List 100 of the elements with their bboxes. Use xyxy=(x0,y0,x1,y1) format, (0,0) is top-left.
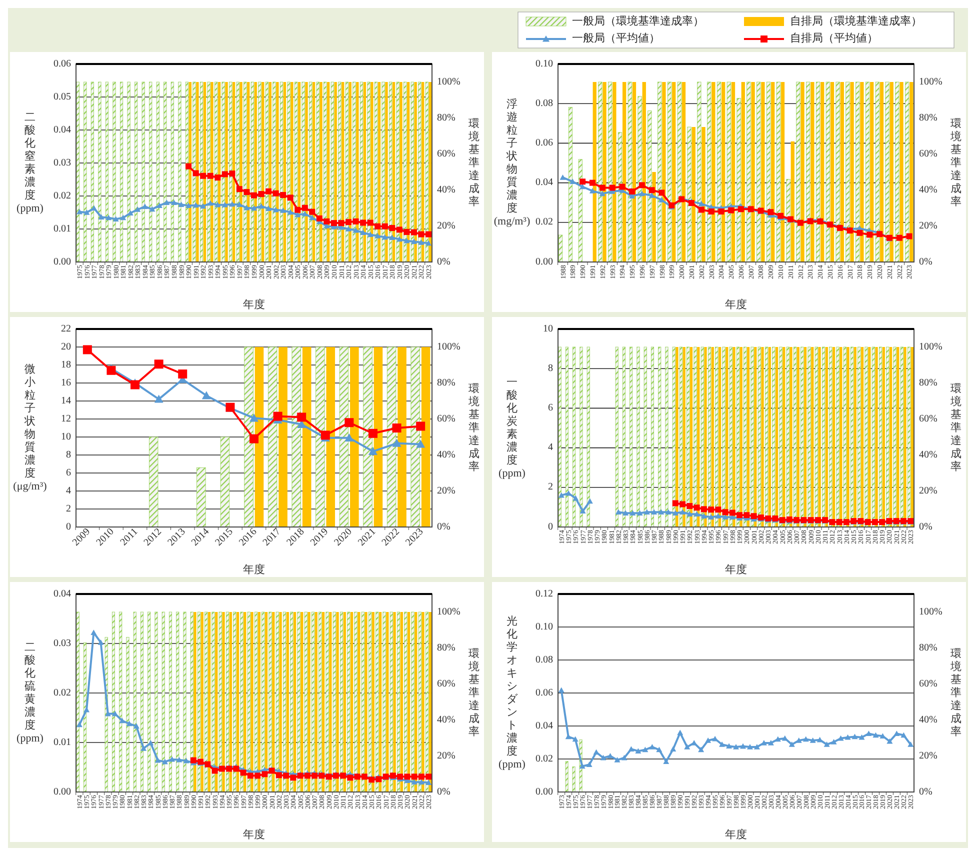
y-tick-label: 0.02 xyxy=(54,687,71,698)
point xyxy=(663,758,670,764)
x-tick-label: 2011 xyxy=(118,526,140,548)
point xyxy=(718,208,724,215)
point xyxy=(247,772,254,779)
point xyxy=(360,230,366,236)
y-tick-label: 0.02 xyxy=(54,190,71,202)
y-tick-label: 0 xyxy=(548,521,553,532)
point xyxy=(589,180,596,186)
bar xyxy=(386,346,396,528)
bar xyxy=(780,82,785,262)
bar xyxy=(220,436,230,528)
point xyxy=(376,776,382,782)
point xyxy=(708,208,714,215)
bar xyxy=(910,82,914,262)
bar xyxy=(229,612,232,792)
y2-axis-title: 環境基準達成率 xyxy=(950,648,962,738)
point xyxy=(76,722,82,728)
y2-tick-label: 60% xyxy=(919,678,938,690)
bar xyxy=(390,612,393,792)
y-tick-label: 12 xyxy=(61,413,71,424)
bar xyxy=(722,82,726,262)
y-tick-label: 10 xyxy=(543,323,553,334)
point xyxy=(236,202,242,207)
bar xyxy=(885,82,890,262)
x-axis-title: 年度 xyxy=(725,298,747,311)
y-tick-label: 0.06 xyxy=(54,58,71,70)
bar xyxy=(418,612,422,792)
y2-tick-label: 20% xyxy=(437,750,456,762)
point xyxy=(644,509,650,515)
bar xyxy=(374,347,383,527)
y2-tick-label: 100% xyxy=(437,606,460,618)
bar xyxy=(258,612,260,792)
bar xyxy=(632,82,636,262)
y2-tick-label: 20% xyxy=(437,220,456,232)
bar xyxy=(262,612,265,792)
y2-tick-label: 40% xyxy=(437,449,456,460)
y2-tick-label: 40% xyxy=(437,714,456,726)
point xyxy=(729,510,736,516)
legend-label: 自排局（環境基準達成率） xyxy=(790,14,922,28)
point xyxy=(273,412,282,421)
point xyxy=(686,503,693,510)
y-tick-label: 0.06 xyxy=(536,137,553,148)
point xyxy=(830,739,837,744)
y-tick-label: 6 xyxy=(548,402,553,414)
point xyxy=(886,738,893,744)
bar xyxy=(278,347,288,527)
y-tick-label: 0.04 xyxy=(536,177,553,188)
point xyxy=(254,772,261,779)
bar xyxy=(293,612,296,792)
point xyxy=(382,234,388,240)
point xyxy=(126,720,132,726)
bar xyxy=(612,82,616,262)
point xyxy=(852,734,858,740)
point xyxy=(572,736,578,742)
point xyxy=(178,202,184,207)
point xyxy=(908,741,914,747)
bar xyxy=(602,82,606,262)
bar xyxy=(196,467,206,528)
point xyxy=(368,446,378,455)
point xyxy=(154,757,161,763)
point xyxy=(396,226,402,233)
bar xyxy=(771,82,775,262)
point xyxy=(236,186,242,192)
bar xyxy=(756,82,761,262)
bar xyxy=(244,346,254,528)
point xyxy=(229,201,236,207)
bar xyxy=(707,82,712,262)
point xyxy=(844,734,851,740)
y2-tick-label: 20% xyxy=(919,220,938,232)
point xyxy=(586,762,592,768)
bar xyxy=(687,126,692,262)
bar xyxy=(240,612,244,792)
point xyxy=(207,172,214,179)
bar xyxy=(268,612,272,792)
bar xyxy=(208,612,211,792)
point xyxy=(698,206,704,213)
point xyxy=(392,438,402,447)
point xyxy=(411,774,418,780)
point xyxy=(149,206,156,212)
point xyxy=(418,774,424,780)
bar xyxy=(364,612,368,792)
point xyxy=(599,184,606,191)
bar xyxy=(414,612,418,792)
y2-tick-label: 20% xyxy=(919,485,938,496)
y-tick-label: 0.03 xyxy=(54,638,71,649)
bar xyxy=(204,612,208,792)
bar xyxy=(642,82,646,262)
bar xyxy=(76,612,80,792)
point xyxy=(119,718,126,724)
point xyxy=(276,772,282,778)
point xyxy=(200,203,206,209)
bar xyxy=(846,82,850,262)
bar xyxy=(350,612,354,792)
point xyxy=(176,756,182,762)
point xyxy=(715,506,722,513)
bar xyxy=(83,642,86,792)
bar xyxy=(332,612,336,792)
bar xyxy=(212,612,215,792)
point xyxy=(169,756,176,762)
